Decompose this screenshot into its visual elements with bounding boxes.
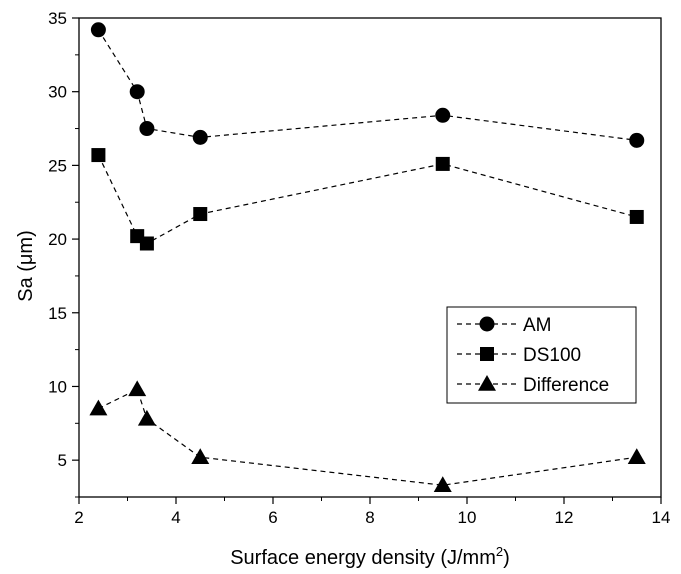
legend-label-ds100: DS100 [523, 345, 581, 366]
y-tick-label: 30 [48, 83, 67, 102]
plot-frame [78, 17, 662, 498]
data-point-ds100 [91, 148, 106, 163]
data-point-ds100 [139, 236, 154, 251]
axes: 2 4 6 8 10 12 14 5 10 15 20 25 30 35 [48, 9, 670, 527]
data-point-ds100 [435, 156, 450, 171]
data-point-am [435, 107, 451, 123]
data-point-difference [191, 448, 210, 464]
x-axis-label: Surface energy density (J/mm2) [230, 544, 510, 569]
y-tick-label: 10 [48, 377, 67, 396]
legend-box [446, 306, 637, 404]
legend-label-difference: Difference [523, 375, 609, 396]
x-tick-label: 8 [365, 508, 374, 527]
y-tick-label: 15 [48, 304, 67, 323]
data-point-difference [433, 476, 452, 492]
series-difference [89, 380, 646, 492]
data-point-am [139, 121, 155, 137]
legend: AM DS100 Difference [446, 306, 637, 404]
x-tick-label: 14 [652, 508, 671, 527]
x-tick-label: 10 [458, 508, 477, 527]
y-tick-label: 20 [48, 230, 67, 249]
x-tick-label: 12 [555, 508, 574, 527]
legend-marker-ds100 [480, 347, 494, 361]
x-tick-label: 6 [268, 508, 277, 527]
data-point-am [629, 132, 645, 148]
y-tick-label: 5 [58, 451, 67, 470]
data-point-am [192, 129, 208, 145]
data-point-am [90, 22, 106, 38]
y-axis-label: Sa (μm) [15, 230, 37, 302]
series-line-difference [98, 388, 637, 486]
series-ds100 [91, 148, 644, 251]
data-point-ds100 [193, 207, 208, 222]
data-point-difference [627, 448, 646, 464]
data-point-difference [89, 399, 108, 416]
data-point-difference [128, 380, 147, 397]
legend-marker-am [479, 316, 495, 332]
series-line-ds100 [97, 154, 637, 245]
data-point-ds100 [629, 209, 644, 224]
y-tick-label: 35 [48, 9, 67, 28]
x-tick-label: 2 [74, 508, 83, 527]
legend-label-am: AM [523, 315, 552, 336]
series-line-am [97, 29, 637, 141]
series-am [90, 22, 645, 148]
legend-marker-difference [478, 375, 496, 391]
series-layer [89, 22, 646, 492]
data-point-am [129, 84, 145, 100]
data-point-difference [137, 409, 156, 426]
y-tick-label: 25 [48, 156, 67, 175]
x-tick-label: 4 [171, 508, 180, 527]
